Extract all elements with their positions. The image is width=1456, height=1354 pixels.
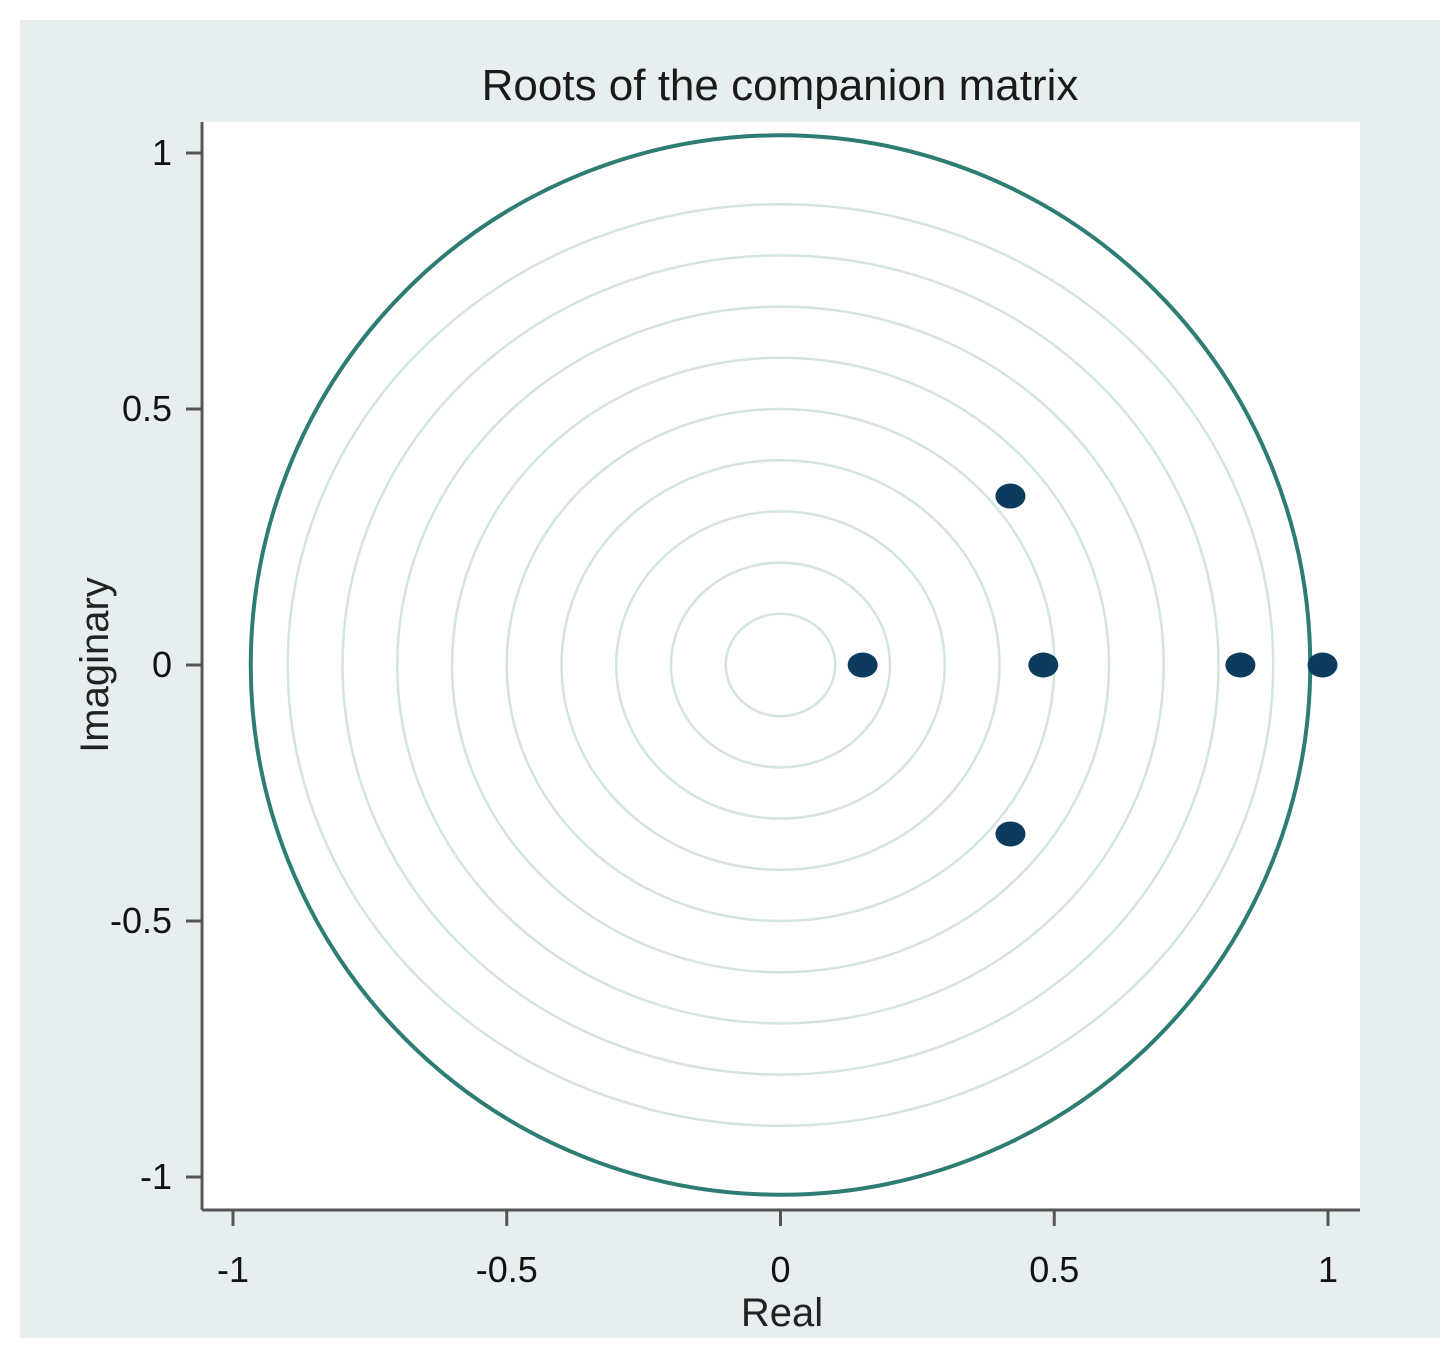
reference-circle [341, 254, 1220, 1076]
y-tick-label: 0.5 [122, 388, 172, 429]
y-ticks: 1 0.5 0 -0.5 -1 [110, 132, 202, 1197]
y-tick-label: -0.5 [110, 900, 172, 941]
x-tick-label: 0 [770, 1249, 790, 1290]
x-tick-label: -1 [217, 1249, 249, 1290]
reference-circle [396, 305, 1165, 1025]
x-axis-label: Real [741, 1291, 823, 1335]
root-point [995, 821, 1026, 847]
root-point [1225, 652, 1256, 678]
y-tick-label: 0 [152, 644, 172, 685]
x-ticks: -1 -0.5 0 0.5 1 [217, 1210, 1338, 1290]
reference-circle [669, 561, 892, 769]
reference-circle [724, 612, 837, 718]
root-point [1307, 652, 1338, 678]
root-points [847, 483, 1338, 847]
root-point [1028, 652, 1059, 678]
chart-title: Roots of the companion matrix [482, 61, 1079, 110]
root-point [995, 483, 1026, 509]
reference-circles [286, 202, 1275, 1128]
reference-circle [560, 458, 1001, 872]
x-tick-label: 1 [1318, 1249, 1338, 1290]
y-tick-label: -1 [140, 1156, 172, 1197]
y-tick-label: 1 [152, 132, 172, 173]
roots-chart: -1 -0.5 0 0.5 1 1 0.5 0 -0.5 -1 Roots of the com… [73, 61, 1360, 1335]
reference-circle [615, 510, 946, 820]
reference-circle [450, 356, 1111, 974]
plot-area [200, 122, 1360, 1210]
x-tick-label: -0.5 [476, 1249, 538, 1290]
root-point [847, 652, 878, 678]
chart-frame: -1 -0.5 0 0.5 1 1 0.5 0 -0.5 -1 Roots of the com… [20, 20, 1440, 1338]
x-tick-label: 0.5 [1029, 1249, 1079, 1290]
y-axis-label: Imaginary [73, 577, 117, 753]
reference-circle [286, 202, 1275, 1128]
